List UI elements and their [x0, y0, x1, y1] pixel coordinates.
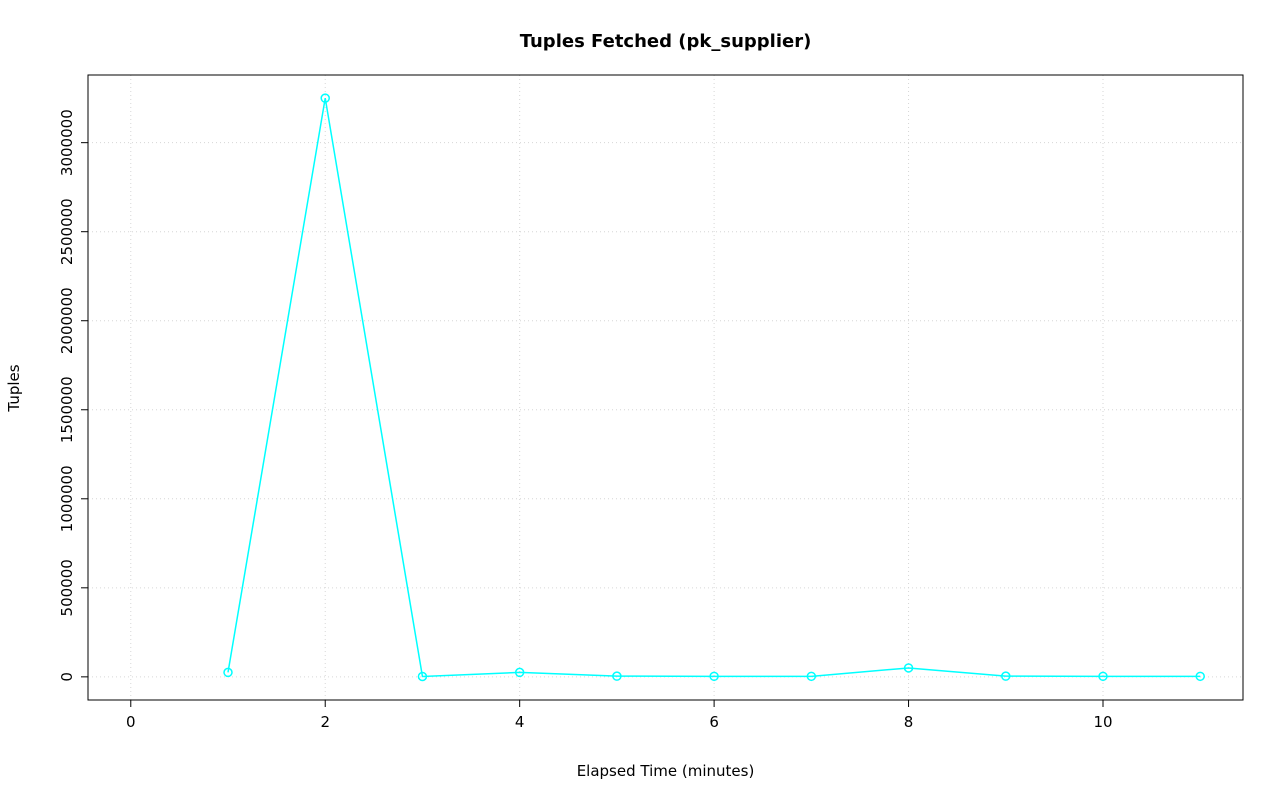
data-point [320, 93, 330, 103]
data-point [612, 671, 622, 681]
y-tick-label: 500000 [58, 559, 76, 616]
y-tick-label: 1000000 [58, 465, 76, 532]
data-point [903, 663, 914, 673]
y-tick-label: 3000000 [58, 109, 76, 176]
x-tick-label: 8 [904, 713, 914, 731]
y-tick-label: 2500000 [58, 198, 76, 265]
data-point [806, 671, 817, 682]
y-tick-label: 0 [58, 672, 76, 682]
x-tick-label: 2 [320, 713, 330, 731]
series-line [227, 98, 1201, 678]
data-point [1098, 671, 1108, 682]
y-tick-label: 2000000 [58, 287, 76, 354]
data-point [417, 671, 428, 682]
x-tick-label: 4 [515, 713, 525, 731]
chart-title: Tuples Fetched (pk_supplier) [519, 31, 812, 52]
plot-border [87, 74, 1244, 701]
x-axis-label: Elapsed Time (minutes) [576, 762, 755, 780]
data-point [1001, 671, 1011, 681]
x-tick-label: 6 [709, 713, 719, 731]
data-point [514, 667, 525, 678]
data-point [709, 671, 719, 682]
x-tick-label: 0 [126, 713, 136, 731]
x-tick-label: 10 [1093, 713, 1112, 731]
data-point [1195, 671, 1205, 682]
y-tick-label: 1500000 [58, 376, 76, 443]
y-axis-label: Tuples [5, 364, 23, 412]
data-point [223, 667, 233, 678]
